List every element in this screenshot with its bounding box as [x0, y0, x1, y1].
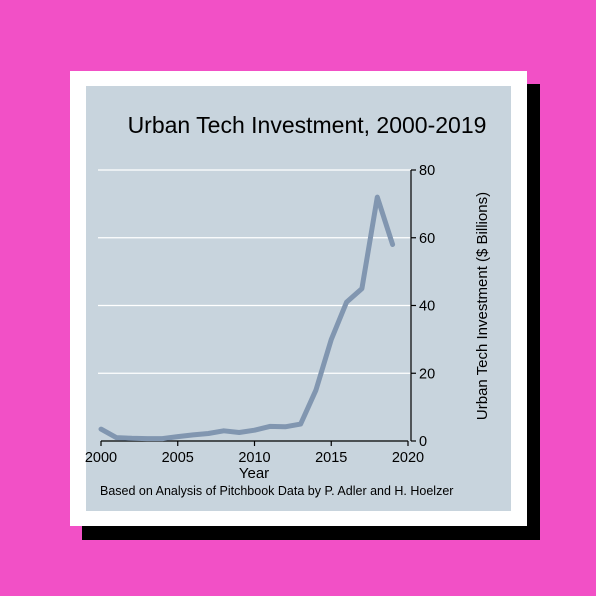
series-line — [98, 194, 396, 442]
chart-caption: Based on Analysis of Pitchbook Data by P… — [100, 484, 453, 498]
series-layer — [98, 194, 396, 442]
y-tick-label: 0 — [419, 434, 427, 450]
x-tick-label: 2015 — [315, 450, 347, 466]
chart-title: Urban Tech Investment, 2000-2019 — [128, 112, 487, 138]
y-tick-label: 20 — [419, 366, 435, 382]
y-axis-label: Urban Tech Investment ($ Billions) — [474, 192, 491, 420]
y-tick-label: 40 — [419, 299, 435, 315]
x-tick-label: 2005 — [162, 450, 194, 466]
y-tick-label: 80 — [419, 163, 435, 179]
y-tick-label: 60 — [419, 231, 435, 247]
x-tick-label: 2000 — [85, 450, 117, 466]
x-tick-label: 2010 — [238, 450, 270, 466]
x-tick-label: 2020 — [392, 450, 424, 466]
x-axis-label: Year — [239, 465, 269, 482]
gridlines — [98, 169, 411, 374]
